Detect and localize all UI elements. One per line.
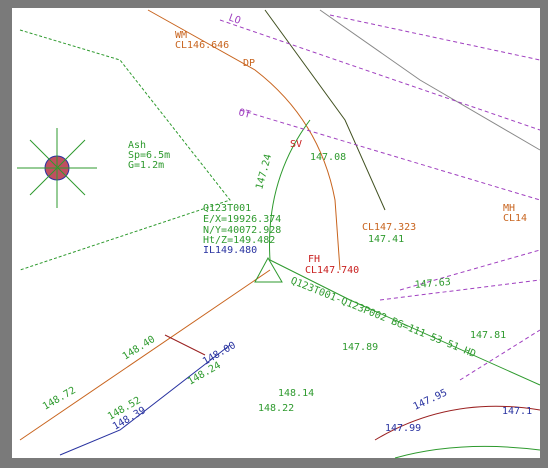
label: N/Y=40072.928 xyxy=(203,225,281,236)
label: DP xyxy=(243,58,255,69)
label: OT xyxy=(237,107,251,121)
dashed-lines xyxy=(219,14,541,381)
label: 147.99 xyxy=(385,423,421,434)
drawing-area xyxy=(12,8,540,458)
label: 148.14 xyxy=(278,388,314,399)
grey-line xyxy=(319,9,541,151)
label: CL146.646 xyxy=(175,40,229,51)
label: 147.41 xyxy=(368,234,404,245)
label: 147.89 xyxy=(342,342,378,353)
label: 148.22 xyxy=(258,403,294,414)
label: 147.08 xyxy=(310,152,346,163)
hedge xyxy=(19,29,231,271)
red-curve xyxy=(374,405,541,441)
green-line xyxy=(269,119,541,386)
orange-line xyxy=(147,9,341,271)
label: 147.1 xyxy=(502,406,532,417)
tree-canopy xyxy=(17,128,97,208)
label: Ash xyxy=(128,140,146,151)
linework xyxy=(17,9,541,459)
station xyxy=(254,256,283,283)
dark-line xyxy=(264,9,386,211)
label: MH xyxy=(503,203,515,214)
blue-line xyxy=(59,344,231,456)
label: CL147.740 xyxy=(305,265,359,276)
label: WM xyxy=(175,30,187,41)
label: CL147.323 xyxy=(362,222,416,233)
label: Ht/Z=149.482 xyxy=(203,235,275,246)
label: FH xyxy=(308,254,320,265)
label: CL14 xyxy=(503,213,527,224)
label: LO xyxy=(227,12,242,26)
label: Sp=6.5m xyxy=(128,150,170,161)
label: 147.63 xyxy=(414,277,451,291)
green-curve xyxy=(394,445,541,459)
label: Q123T001 xyxy=(203,203,251,214)
label: 147.81 xyxy=(470,330,506,341)
label: E/X=19926.374 xyxy=(203,214,281,225)
label: SV xyxy=(290,139,302,150)
orange-line-2 xyxy=(19,269,271,441)
label: G=1.2m xyxy=(128,160,164,171)
label: IL149.480 xyxy=(203,245,257,256)
red-line xyxy=(164,334,206,356)
